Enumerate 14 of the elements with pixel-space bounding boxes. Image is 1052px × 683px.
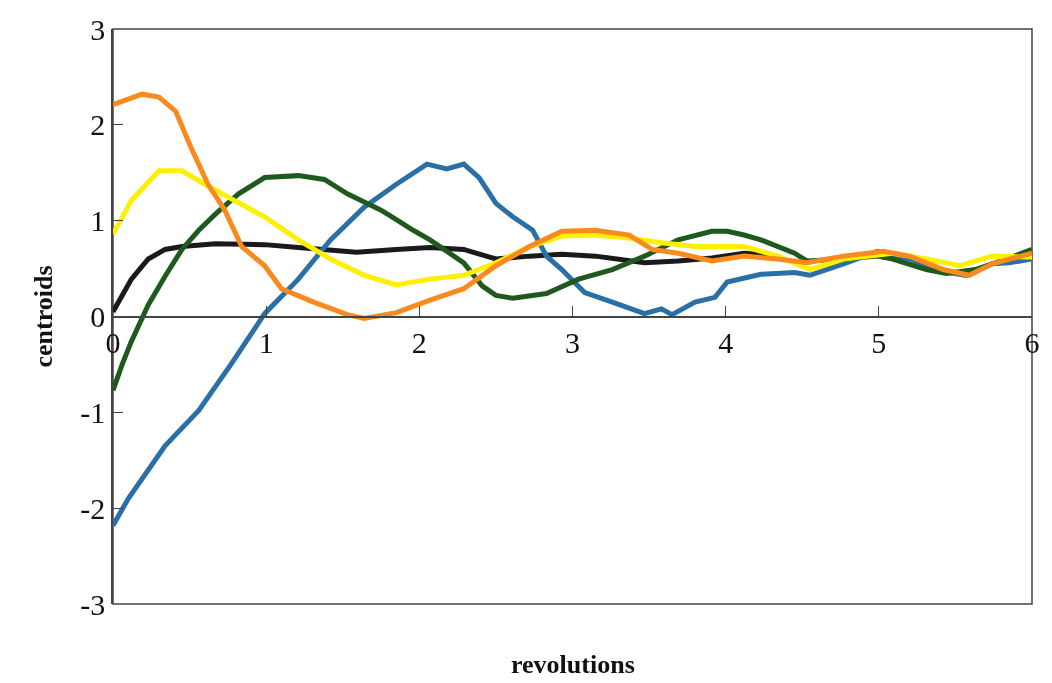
y-tick-label: 2: [90, 108, 106, 142]
x-tick-label: 2: [411, 326, 427, 360]
y-axis-title: centroids: [29, 265, 59, 368]
y-tick-label: -2: [80, 491, 106, 525]
y-tick-label: 0: [90, 300, 106, 333]
x-tick-label: 3: [565, 326, 580, 360]
x-tick-label: 4: [718, 326, 734, 360]
y-tick-label: -1: [80, 395, 106, 429]
x-tick-label: 1: [258, 326, 274, 360]
y-tick-label: 3: [90, 12, 106, 46]
y-tick-label: -3: [80, 587, 106, 621]
x-axis-title: revolutions: [511, 650, 635, 679]
x-tick-label: 5: [871, 326, 887, 360]
y-tick-label: 1: [90, 204, 106, 238]
